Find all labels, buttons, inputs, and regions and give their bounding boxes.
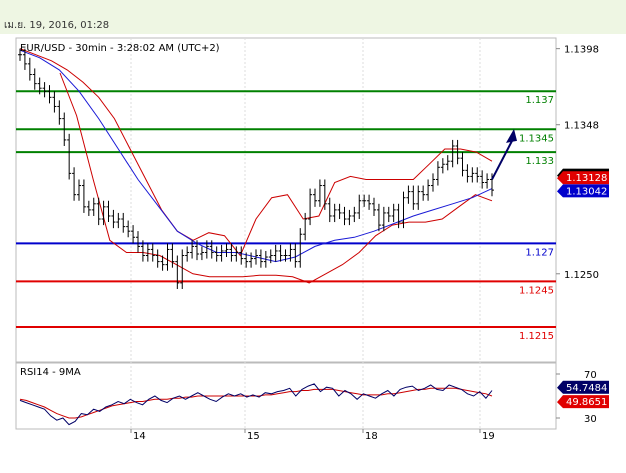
rsi-badge-label-0: 54.7484 xyxy=(566,383,607,394)
price-badge-tip-1 xyxy=(557,171,563,185)
rsi-badge-bg-1 xyxy=(563,395,609,409)
bollinger-upper-line xyxy=(19,48,493,257)
y-tick-label-1: 1.1348 xyxy=(564,121,599,132)
price-badge-bg-2 xyxy=(563,184,609,198)
y-tick-label-2: 1.1250 xyxy=(564,270,599,281)
projection-arrow xyxy=(491,128,517,180)
arrow-shaft xyxy=(491,140,513,180)
rsi-panel: 70 30 54.7484 49.8651 xyxy=(19,370,609,426)
level-label-3: 1.127 xyxy=(525,247,554,258)
level-label-5: 1.1215 xyxy=(519,331,554,342)
rsi-title: RSI14 - 9MA xyxy=(20,367,81,378)
time-axis: 14 15 18 19 xyxy=(130,429,495,442)
price-badge-tip-2 xyxy=(557,184,563,198)
price-badge-label-2: 1.13042 xyxy=(566,186,607,197)
y-tick-label-0: 1.1398 xyxy=(564,45,599,56)
arrow-head xyxy=(506,128,517,143)
x-tick-label-3: 19 xyxy=(482,431,495,442)
grid-lines xyxy=(130,38,481,429)
price-axis: 1.1398 1.1348 1.1250 xyxy=(556,45,599,281)
level-label-1: 1.1345 xyxy=(519,133,554,144)
level-label-4: 1.1245 xyxy=(519,285,554,296)
main-panel-frame xyxy=(15,37,557,363)
bollinger-lower-line xyxy=(59,72,493,284)
rsi-tick-label-0: 70 xyxy=(584,370,597,381)
level-label-2: 1.133 xyxy=(525,156,554,167)
rsi-badge-bg-0 xyxy=(563,380,609,394)
price-badge-bg-1 xyxy=(563,171,609,185)
rsi-panel-frame xyxy=(15,362,557,430)
rsi-line xyxy=(19,383,493,426)
date-label: เม.ย. 19, 2016, 01:28 xyxy=(4,20,110,31)
x-tick-label-2: 18 xyxy=(365,431,378,442)
x-tick-label-1: 15 xyxy=(247,431,260,442)
chart-title: EUR/USD - 30min - 3:28:02 AM (UTC+2) xyxy=(20,43,220,54)
x-tick-label-0: 14 xyxy=(133,431,146,442)
date-bar: เม.ย. 19, 2016, 01:28 xyxy=(0,0,626,34)
rsi-badge-tip-0 xyxy=(557,380,563,394)
level-label-0: 1.137 xyxy=(525,95,554,106)
rsi-tick-label-1: 30 xyxy=(584,414,597,425)
rsi-badge-label-1: 49.8651 xyxy=(566,397,607,408)
price-candles xyxy=(18,48,494,289)
support-resistance-levels: 1.137 1.1345 1.133 1.127 1.1245 1.1215 xyxy=(16,90,556,342)
rsi-badge-tip-1 xyxy=(557,395,563,409)
price-badge-label-1: 1.13128 xyxy=(566,173,607,184)
